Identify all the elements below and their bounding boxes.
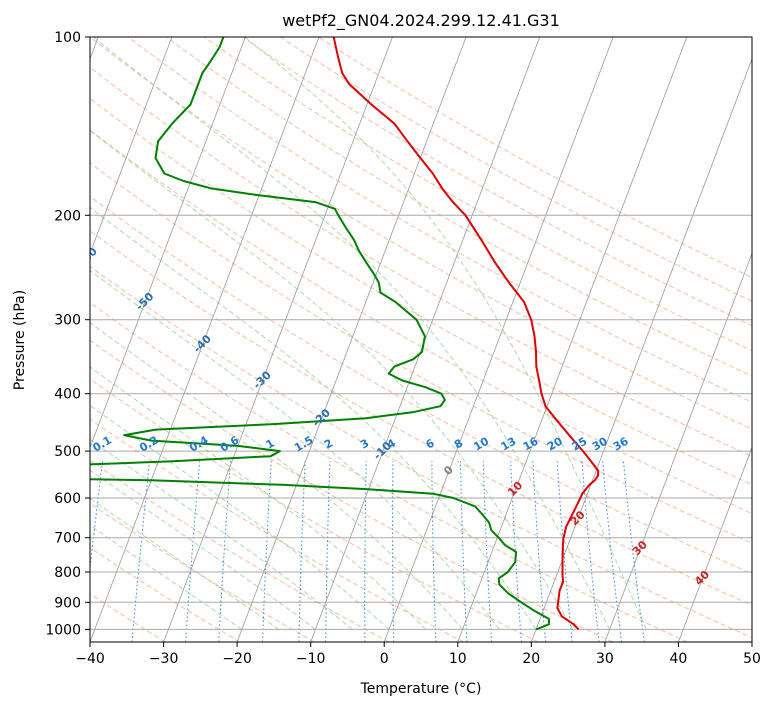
isotherm-line: [163, 37, 393, 642]
moist-adiabat-line: [90, 269, 500, 630]
y-axis-title: Pressure (hPa): [12, 290, 28, 390]
x-tick-label: −20: [222, 651, 252, 667]
moist-adiabat-line: [244, 37, 647, 630]
x-tick-label: 40: [669, 651, 687, 667]
mixing-ratio-line: [262, 461, 272, 642]
plot-area: 0.10.20.40.611.52346810131620253036-100-…: [77, 37, 752, 642]
mixing-ratio-line: [482, 461, 493, 642]
mixing-ratio-line: [298, 461, 306, 642]
chart-title: wetPf2_GN04.2024.299.12.41.G31: [282, 11, 560, 31]
mixing-ratio-line: [556, 461, 573, 642]
y-tick-label: 100: [54, 30, 81, 46]
mixing-ratio-line: [325, 461, 331, 642]
dry-adiabat-line: [90, 502, 315, 642]
x-tick-label: 30: [596, 651, 614, 667]
axes: −40 −30 −20 −10 0 10 20 30 40 50 1000 900 800 700 600 5…: [45, 30, 761, 667]
dry-adiabat-line: [90, 302, 688, 642]
moist-adiabat-line: [90, 524, 243, 630]
x-tick-label: 10: [449, 651, 467, 667]
mixing-ratio-line: [532, 461, 547, 642]
x-tick-label: −40: [75, 651, 105, 667]
isotherm-line: [236, 37, 467, 642]
moist-adiabat-line: [90, 206, 537, 630]
y-tick-label: 700: [54, 531, 81, 547]
dry-adiabat-line: [90, 129, 752, 515]
y-tick-label: 400: [54, 387, 81, 403]
dry-adiabat-line: [90, 547, 241, 642]
x-tick-label: 20: [522, 651, 540, 667]
mixing-ratio-line: [581, 461, 600, 642]
dry-adiabat-line: [90, 230, 752, 606]
mixing-ratio-line: [90, 461, 104, 573]
mixing-ratio-line: [131, 461, 151, 642]
dry-adiabat-line: [90, 418, 464, 642]
isobars: [90, 37, 752, 630]
x-tick-label: −10: [296, 651, 326, 667]
dry-adiabat-line: [90, 37, 752, 430]
isotherm-line: [530, 57, 752, 642]
isotherm-line: [90, 37, 320, 642]
dry-adiabat-line: [203, 37, 752, 352]
isotherm-line: [457, 37, 688, 642]
mixing-ratio-line: [364, 461, 367, 642]
moist-adiabat-line: [90, 366, 427, 630]
y-tick-label: 200: [54, 208, 81, 224]
isotherm-line: [90, 37, 173, 255]
moist-adiabat-line: [90, 322, 463, 630]
dry-adiabat-line: [127, 37, 752, 403]
moist-adiabat-line: [90, 404, 390, 630]
y-tick-label: 300: [54, 313, 81, 329]
mixing-ratio-line: [392, 461, 395, 642]
temperature-profile-line: [332, 37, 600, 631]
isotherm-label: -60: [77, 245, 100, 268]
moist-adiabat-line: [90, 438, 353, 630]
y-tick-label: 800: [54, 565, 81, 581]
isotherm-line: [90, 37, 246, 449]
isotherm-line: [604, 252, 752, 642]
mixing-ratio-line: [218, 461, 232, 642]
y-tick-label: 600: [54, 491, 81, 507]
x-tick-label: −30: [149, 651, 179, 667]
y-tick-label: 900: [54, 595, 81, 611]
moist-adiabats: [90, 37, 647, 630]
mixing-ratio-line: [185, 461, 201, 642]
mixing-ratio-line: [622, 461, 645, 642]
mixing-ratio-line: [510, 461, 522, 642]
isotherm-line: [383, 37, 614, 642]
x-tick-label: 50: [743, 651, 761, 667]
moist-adiabat-line: [93, 37, 611, 630]
x-tick-label: 0: [380, 651, 389, 667]
mixing-ratio-line: [431, 461, 437, 642]
moist-adiabat-line: [90, 497, 279, 630]
mixing-ratio-line: [602, 461, 623, 642]
y-tick-label: 1000: [45, 622, 81, 638]
x-axis-title: Temperature (°C): [360, 681, 482, 697]
moist-adiabat-line: [90, 129, 574, 630]
dewpoint-profile-line: [90, 37, 551, 631]
isotherm-line: [678, 446, 752, 642]
sounding-profiles: [90, 37, 600, 631]
moist-adiabat-line: [90, 469, 316, 630]
dry-adiabat-line: [165, 37, 752, 377]
y-tick-label: 500: [54, 444, 81, 460]
plot-frame: [89, 36, 753, 643]
dry-adiabat-line: [90, 378, 539, 642]
dry-adiabat-line: [90, 162, 752, 544]
